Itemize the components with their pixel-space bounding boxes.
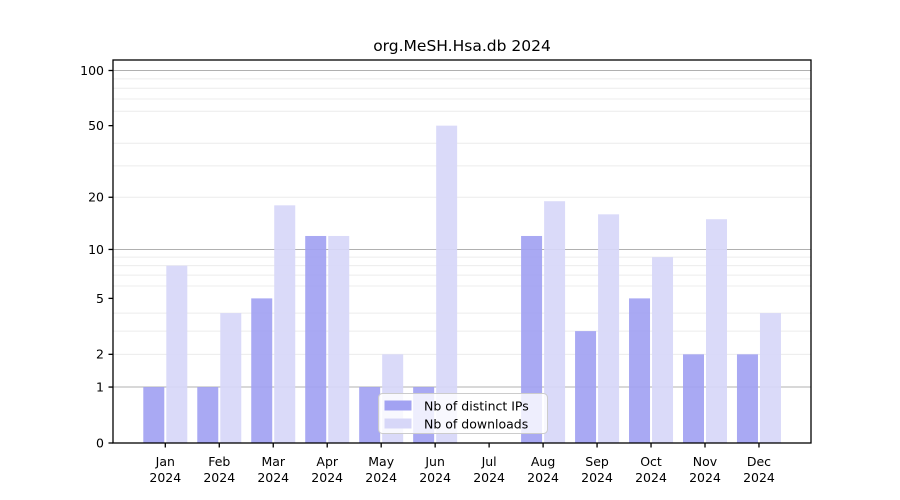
x-tick-label-year: 2024: [689, 470, 721, 485]
x-tick-label-month: Dec: [747, 454, 771, 469]
bar-downloads: [436, 125, 458, 443]
x-tick-label-month: Sep: [585, 454, 609, 469]
bar-downloads: [706, 219, 727, 443]
legend-label-downloads: Nb of downloads: [424, 417, 528, 432]
bar-distinct-ips: [575, 331, 597, 443]
y-tick-label: 5: [96, 291, 104, 306]
x-tick-label-month: Nov: [693, 454, 718, 469]
plot-frame: [112, 59, 812, 444]
bar-downloads: [274, 205, 296, 443]
bar-distinct-ips: [359, 387, 381, 443]
x-tick-label-month: Apr: [316, 454, 338, 469]
y-tick-label: 50: [88, 118, 104, 133]
x-tick-label-year: 2024: [581, 470, 613, 485]
x-tick-label-month: Mar: [261, 454, 285, 469]
bar-downloads: [328, 235, 350, 443]
bar-distinct-ips: [683, 354, 704, 443]
bar-distinct-ips: [305, 235, 327, 443]
bar-downloads: [166, 265, 188, 443]
x-tick-label-year: 2024: [743, 470, 775, 485]
bar-distinct-ips: [736, 354, 758, 443]
bar-downloads: [759, 313, 781, 443]
x-tick-label-year: 2024: [365, 470, 397, 485]
gridlines: [113, 70, 811, 388]
x-tick-label-year: 2024: [203, 470, 235, 485]
x-tick-label-month: Jan: [155, 454, 175, 469]
y-tick-label: 1: [96, 379, 104, 394]
y-tick-label: 100: [80, 63, 104, 78]
legend-box: [378, 393, 548, 434]
bar-distinct-ips: [197, 387, 219, 443]
bar-distinct-ips: [251, 298, 273, 443]
bar-downloads: [652, 257, 674, 443]
y-tick-label: 2: [96, 347, 104, 362]
x-tick-label-month: Aug: [531, 454, 555, 469]
x-tick-label-month: Oct: [640, 454, 662, 469]
bar-distinct-ips: [143, 387, 165, 443]
x-tick-label-year: 2024: [257, 470, 289, 485]
x-tick-label-month: Jul: [481, 454, 497, 469]
chart-title: org.MeSH.Hsa.db 2024: [373, 37, 551, 55]
bar-downloads: [544, 201, 566, 443]
x-tick-label-year: 2024: [473, 470, 505, 485]
bar-distinct-ips: [629, 298, 651, 443]
bar-downloads: [598, 214, 620, 443]
legend-swatch-distinct-ips-icon: [384, 400, 412, 411]
x-tick-label-year: 2024: [527, 470, 559, 485]
bars: [143, 125, 781, 443]
x-tick-label-month: Jun: [424, 454, 445, 469]
legend: Nb of distinct IPs Nb of downloads: [378, 393, 548, 434]
x-tick-label-year: 2024: [635, 470, 667, 485]
bar-downloads: [220, 313, 242, 443]
x-tick-label-year: 2024: [149, 470, 181, 485]
bar-distinct-ips: [521, 235, 543, 443]
legend-label-distinct-ips: Nb of distinct IPs: [424, 399, 529, 414]
y-tick-label: 10: [88, 242, 104, 257]
y-tick-label: 20: [88, 190, 104, 205]
x-tick-label-month: May: [368, 454, 394, 469]
y-tick-label: 0: [96, 435, 104, 450]
x-tick-label-year: 2024: [311, 470, 343, 485]
x-tick-label-month: Feb: [208, 454, 230, 469]
legend-swatch-downloads-icon: [384, 418, 412, 429]
axes: 0125102050100Jan2024Feb2024Mar2024Apr202…: [80, 59, 812, 485]
x-tick-label-year: 2024: [419, 470, 451, 485]
